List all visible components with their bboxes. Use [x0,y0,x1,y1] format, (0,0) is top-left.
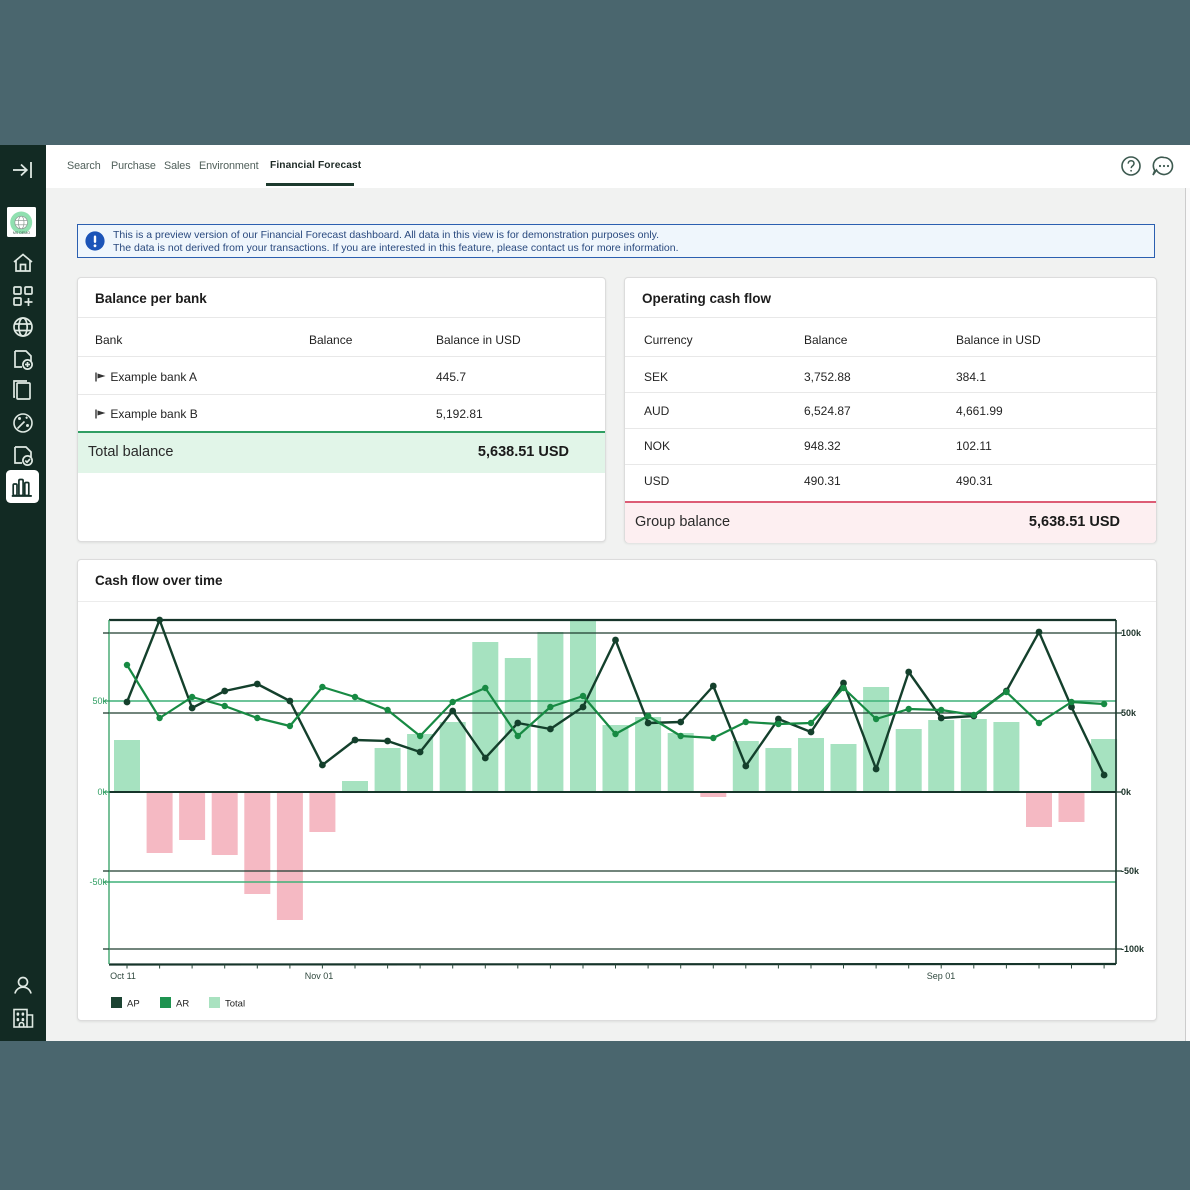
svg-text:Sep 01: Sep 01 [927,971,956,981]
svg-text:50k: 50k [1121,708,1137,718]
svg-text:100k: 100k [1121,628,1142,638]
svg-text:50k: 50k [92,696,107,706]
svg-text:Oct 11: Oct 11 [110,971,136,981]
svg-text:AR: AR [176,999,189,1010]
svg-text:-50k: -50k [89,877,107,887]
svg-text:0k: 0k [97,787,107,797]
svg-text:MS DEMO: MS DEMO [13,231,30,235]
svg-text:-100k: -100k [1121,944,1145,954]
svg-text:0k: 0k [1121,787,1132,797]
svg-text:Total: Total [225,999,245,1010]
svg-text:AP: AP [127,999,140,1010]
svg-text:Nov 01: Nov 01 [305,971,334,981]
svg-text:-50k: -50k [1121,866,1140,876]
